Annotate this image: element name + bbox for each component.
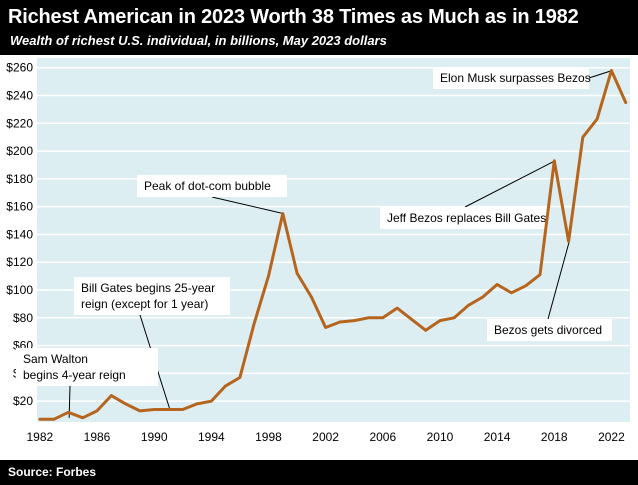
annotation-box [137,175,287,197]
data-point [338,320,342,324]
data-point [252,322,256,325]
data-point [81,416,84,420]
y-tick-label: $240 [6,89,33,103]
x-tick-label: 1982 [27,430,54,444]
data-point [195,402,199,406]
data-point [610,69,613,72]
data-point [567,240,570,243]
data-point [510,291,513,294]
annotation-box [487,319,612,341]
y-tick-label: $160 [6,200,33,214]
y-tick-label: $20 [13,394,33,408]
x-tick-label: 2022 [598,430,625,444]
y-tick-label: $100 [6,283,33,297]
data-point [381,316,384,320]
wealth-series-line [38,69,628,421]
chart-subtitle: Wealth of richest U.S. individual, in bi… [10,33,387,48]
data-point [167,408,170,411]
data-point [424,329,427,332]
source-note: Source: Forbes [8,465,97,479]
y-tick-label: $220 [6,116,33,130]
line-chart: $20$40$60$80$100$120$140$160$180$200$220… [6,58,630,444]
annotation-leader [547,241,570,320]
data-point [124,402,127,406]
x-tick-label: 1990 [141,430,168,444]
data-point [395,306,399,310]
data-point [353,319,356,322]
annotation-leader [211,196,284,215]
x-tick-label: 2014 [484,430,511,444]
annotation-label: Sam Walton [23,352,88,366]
data-point [267,274,270,278]
annotation-label: Peak of dot-com bubble [144,179,271,193]
annotation-label: Bezos gets divorced [494,323,602,337]
data-point [138,409,142,413]
data-point [438,319,442,322]
data-point [224,384,227,388]
data-point [453,316,456,320]
data-point [367,316,370,320]
data-point [52,418,56,421]
y-tick-label: $140 [6,227,33,241]
title-bar: Richest American in 2023 Worth 38 Times … [0,0,638,55]
data-point [67,411,70,414]
data-point [238,376,242,379]
data-point [281,212,284,215]
x-tick-label: 2006 [369,430,396,444]
annotation-box [74,277,230,315]
y-tick-label: $180 [6,172,33,186]
data-point [481,295,485,299]
data-point [595,117,599,121]
data-point [210,399,213,403]
x-tick-label: 2010 [427,430,454,444]
data-point [581,135,585,139]
data-point [110,394,113,397]
y-tick-label: $120 [6,255,33,269]
data-point [95,409,99,413]
chart-title: Richest American in 2023 Worth 38 Times … [8,6,579,28]
data-point [495,283,499,286]
x-tick-label: 2002 [312,430,339,444]
annotation-leader [464,160,556,208]
annotation-box [433,67,589,89]
data-point [538,273,542,276]
data-point [152,408,156,411]
data-point [38,418,42,421]
data-point [410,317,413,321]
data-point [181,408,184,411]
annotation-label: begins 4-year reign [23,368,126,382]
annotation-box [380,207,548,229]
annotation-label: Bill Gates begins 25-year [81,281,215,295]
source-bar: Source: Forbes [0,460,638,485]
data-point [524,284,527,288]
annotation-label: Elon Musk surpasses Bezos [440,71,591,85]
x-tick-label: 1986 [84,430,111,444]
data-point [295,272,299,275]
data-point [624,101,627,104]
data-point [310,295,313,299]
y-tick-label: $80 [13,311,33,325]
data-point [324,326,327,329]
y-tick-label: $200 [6,144,33,158]
data-point [467,304,470,307]
annotation-label: Jeff Bezos replaces Bill Gates [387,211,546,225]
annotation-box [16,348,158,386]
data-point [553,159,556,163]
x-tick-label: 1998 [255,430,282,444]
x-tick-label: 2018 [541,430,568,444]
annotation-leader [588,70,613,79]
y-tick-label: $260 [6,61,33,75]
x-tick-label: 1994 [198,430,225,444]
annotation-label: reign (except for 1 year) [81,297,208,311]
